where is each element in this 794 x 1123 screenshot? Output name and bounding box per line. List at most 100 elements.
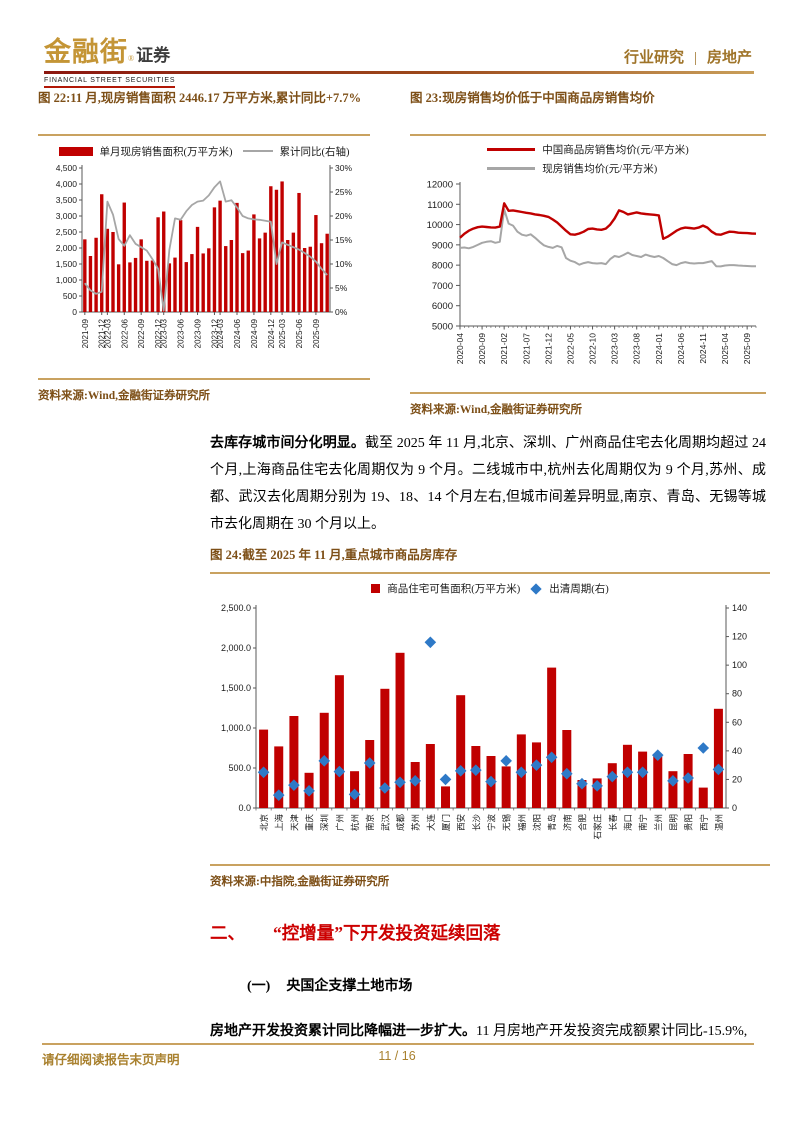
svg-text:南宁: 南宁: [638, 814, 648, 831]
svg-text:沈阳: 沈阳: [532, 814, 542, 831]
svg-text:4,000: 4,000: [56, 179, 78, 189]
svg-text:2024-11: 2024-11: [698, 333, 708, 364]
svg-text:西宁: 西宁: [699, 814, 709, 831]
figure-22-rule-top: [38, 134, 370, 136]
svg-text:无锡: 无锡: [502, 813, 512, 831]
legend-item: 出清周期(右): [530, 581, 609, 596]
svg-text:2021-07: 2021-07: [521, 333, 531, 364]
svg-text:济南: 济南: [562, 814, 572, 831]
svg-text:10%: 10%: [335, 259, 352, 269]
svg-text:3,000: 3,000: [56, 211, 78, 221]
svg-text:2023-06: 2023-06: [177, 318, 186, 348]
svg-text:长春: 长春: [608, 813, 618, 831]
fig24-chart: 0.0 500.0 1,000.0 1,500.0 2,000.0 2,500.0 0 20 4…: [221, 603, 747, 840]
logo-cn-text: 金融街: [44, 37, 128, 67]
svg-text:2023-03: 2023-03: [610, 333, 620, 364]
svg-text:2022-06: 2022-06: [120, 318, 129, 348]
body-line-lead: 房地产开发投资累计同比降幅进一步扩大。: [210, 1024, 476, 1039]
svg-text:海口: 海口: [623, 814, 633, 831]
svg-text:2024-03: 2024-03: [216, 318, 225, 348]
figure-23-source: 资料来源:Wind,金融街证券研究所: [410, 404, 582, 416]
diamond-swatch: [530, 583, 542, 595]
svg-text:广州: 广州: [335, 814, 345, 831]
svg-text:杭州: 杭州: [350, 814, 360, 831]
section-heading: 二、 “控增量”下开发投资延续回落: [210, 920, 501, 945]
figure-24: 图 24:截至 2025 年 11 月,重点城市商品房库存 商品住宅可售面积(万…: [210, 545, 770, 889]
svg-text:2021-02: 2021-02: [499, 333, 509, 364]
logo-suffix-text: 证券: [136, 46, 171, 65]
svg-text:上海: 上海: [274, 813, 284, 831]
subsection-title: 央国企支撑土地市场: [286, 979, 413, 994]
svg-text:长沙: 长沙: [471, 813, 481, 831]
svg-text:大连: 大连: [426, 813, 436, 831]
figure-24-source: 资料来源:中指院,金融街证券研究所: [210, 875, 390, 888]
svg-text:0%: 0%: [335, 307, 348, 317]
svg-text:40: 40: [732, 746, 742, 756]
svg-text:2022-05: 2022-05: [565, 333, 575, 364]
svg-text:6000: 6000: [432, 301, 453, 312]
svg-text:10000: 10000: [427, 220, 453, 231]
svg-text:2023-08: 2023-08: [632, 333, 642, 364]
footer-rule: [42, 1043, 754, 1045]
svg-text:3,500: 3,500: [56, 195, 78, 205]
svg-text:2024-06: 2024-06: [233, 318, 242, 348]
svg-text:苏州: 苏州: [411, 814, 421, 831]
header-rule: [44, 71, 754, 74]
svg-text:1,500.0: 1,500.0: [221, 683, 251, 693]
svg-text:500: 500: [63, 291, 77, 301]
destock-paragraph: 去库存城市间分化明显。截至 2025 年 11 月,北京、深圳、广州商品住宅去化…: [210, 430, 766, 538]
svg-text:20: 20: [732, 774, 742, 784]
svg-text:80: 80: [732, 689, 742, 699]
svg-text:西安: 西安: [456, 814, 466, 831]
paragraph-lead: 去库存城市间分化明显。: [210, 436, 365, 451]
svg-text:2022-12: 2022-12: [154, 318, 163, 348]
svg-text:兰州: 兰州: [653, 814, 663, 831]
section-title: “控增量”下开发投资延续回落: [273, 923, 501, 943]
section-number: 二、: [210, 923, 245, 943]
legend-item: 商品住宅可售面积(万平方米): [371, 581, 520, 596]
registered-mark: ®: [128, 54, 135, 63]
legend-item: 单月现房销售面积(万平方米): [58, 144, 233, 159]
svg-text:30%: 30%: [335, 163, 352, 173]
svg-text:0: 0: [732, 803, 737, 813]
svg-text:2021-09: 2021-09: [81, 318, 90, 348]
svg-text:温州: 温州: [714, 814, 724, 831]
svg-text:1,000.0: 1,000.0: [221, 723, 251, 733]
svg-text:20%: 20%: [335, 211, 352, 221]
svg-text:贵阳: 贵阳: [684, 814, 694, 831]
subsection-number: (一): [247, 979, 271, 994]
legend-item: 累计同比(右轴): [242, 144, 350, 159]
category-separator: |: [693, 50, 697, 66]
svg-text:福州: 福州: [517, 814, 527, 831]
gray-line-swatch: [487, 167, 536, 170]
svg-text:2023-12: 2023-12: [210, 318, 219, 348]
svg-text:2023-03: 2023-03: [160, 318, 169, 348]
svg-text:2021-12: 2021-12: [543, 333, 553, 364]
svg-text:5%: 5%: [335, 283, 348, 293]
svg-text:1,500: 1,500: [56, 259, 78, 269]
svg-text:60: 60: [732, 717, 742, 727]
svg-text:厦门: 厦门: [441, 814, 451, 831]
svg-text:青岛: 青岛: [547, 814, 557, 831]
red-line-swatch: [487, 148, 536, 151]
category-label: 行业研究: [623, 50, 684, 66]
svg-text:2024-09: 2024-09: [250, 318, 259, 348]
legend-label: 现房销售均价(元/平方米): [542, 164, 658, 175]
figure-22-source: 资料来源:Wind,金融街证券研究所: [38, 390, 210, 402]
svg-text:2,500: 2,500: [56, 227, 78, 237]
legend-label: 累计同比(右轴): [279, 146, 350, 158]
svg-text:天津: 天津: [289, 813, 299, 831]
footer-disclaimer: 请仔细阅读报告末页声明: [42, 1053, 180, 1067]
subsection-heading: (一) 央国企支撑土地市场: [247, 975, 412, 995]
svg-text:2024-01: 2024-01: [654, 333, 664, 364]
figure-24-legend: 商品住宅可售面积(万平方米) 出清周期(右): [210, 578, 770, 600]
svg-text:2020-04: 2020-04: [455, 333, 465, 364]
body-line: 房地产开发投资累计同比降幅进一步扩大。11 月房地产开发投资完成额累计同比-15…: [210, 1020, 770, 1040]
industry-label: 房地产: [706, 50, 752, 66]
svg-text:15%: 15%: [335, 235, 352, 245]
legend-label: 出清周期(右): [549, 584, 609, 596]
svg-text:12000: 12000: [427, 180, 453, 191]
figure-23-rule-bottom: [410, 392, 766, 394]
figure-24-rule-top: [210, 571, 770, 574]
svg-text:2024-06: 2024-06: [676, 333, 686, 364]
